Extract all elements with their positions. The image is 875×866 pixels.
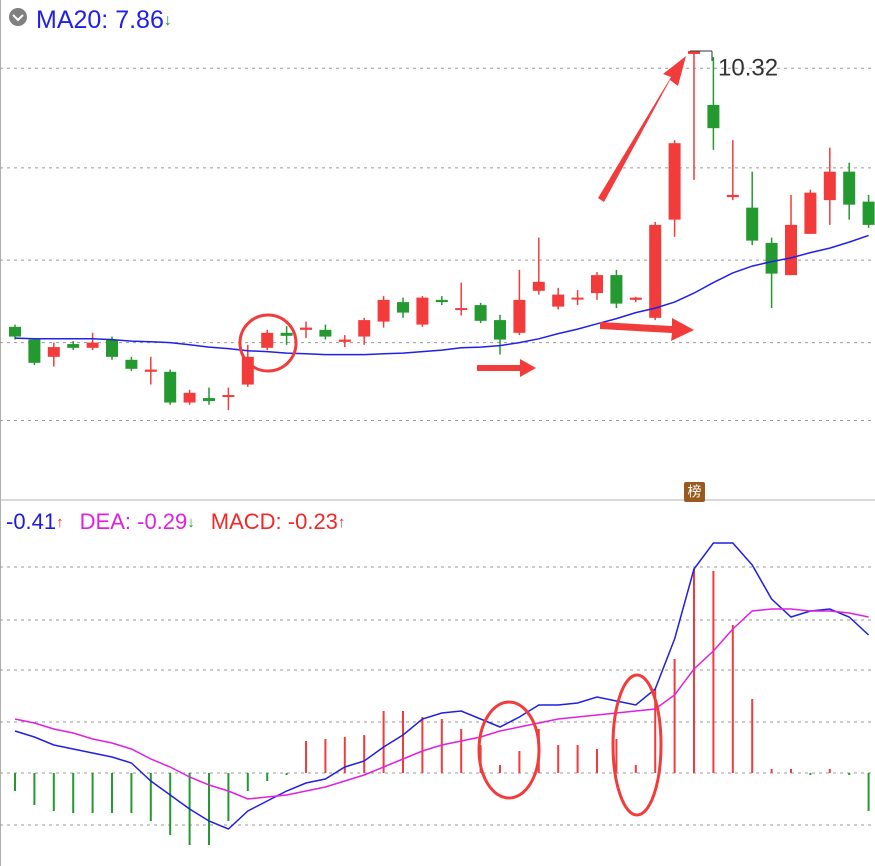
candle-body xyxy=(843,171,856,205)
legend-arrow: ↑ xyxy=(338,514,346,531)
candle-body xyxy=(765,242,778,274)
right-arrow xyxy=(477,359,536,377)
candle-body xyxy=(435,299,448,303)
candle-body xyxy=(144,369,157,372)
candle-body xyxy=(280,332,293,336)
legend-arrow: ↓ xyxy=(187,514,195,531)
high-label: 10.32 xyxy=(718,54,778,81)
price-panel: 10.32 xyxy=(0,50,875,422)
candle-body xyxy=(804,192,817,234)
badge[interactable]: 榜 xyxy=(688,484,702,500)
highlight-ellipse xyxy=(477,700,541,800)
candle-body xyxy=(571,297,584,300)
candle-body xyxy=(106,339,118,357)
right-arrow xyxy=(600,318,694,341)
candle-body xyxy=(688,50,700,54)
legend-arrow: ↑ xyxy=(56,514,64,531)
candle-body xyxy=(261,332,274,348)
candle-body xyxy=(86,342,99,348)
macd-legend-text: MACD: -0.23 xyxy=(211,509,338,534)
candle-body xyxy=(28,339,41,363)
candle-body xyxy=(823,171,836,201)
candle-body xyxy=(591,275,603,294)
candle-body xyxy=(610,275,623,304)
candle-body xyxy=(707,104,720,129)
macd-panel xyxy=(0,542,875,845)
ma-legend-text: MA20: 7.86 xyxy=(36,6,164,34)
highlight-ellipse xyxy=(611,673,663,817)
ma-legend-arrow: ↓ xyxy=(164,12,172,29)
ma-line xyxy=(14,234,869,356)
highlight-circle xyxy=(238,313,298,373)
candle-body xyxy=(67,344,80,348)
macd-line xyxy=(14,542,870,830)
candle-body xyxy=(9,326,21,337)
macd-line xyxy=(14,608,869,800)
candle-body xyxy=(455,308,468,311)
candle-body xyxy=(552,294,565,307)
candle-body xyxy=(629,297,642,300)
candle-body xyxy=(474,305,487,321)
candle-body xyxy=(785,224,797,276)
candle-body xyxy=(358,320,371,337)
candle-body xyxy=(726,194,739,198)
candle-body xyxy=(47,347,60,357)
candle-body xyxy=(319,329,332,337)
badge-bg[interactable] xyxy=(684,482,705,502)
macd-legend: -0.41↑ DEA: -0.29↓ MACD: -0.23↑ xyxy=(6,509,345,534)
up-arrow xyxy=(598,56,686,202)
candle-body xyxy=(203,398,215,402)
candle-body xyxy=(300,327,312,330)
candle-body xyxy=(746,207,759,241)
candle-body xyxy=(494,320,506,340)
candle-body xyxy=(377,299,390,322)
candle-body xyxy=(416,297,429,325)
ma-legend: MA20: 7.86↓ xyxy=(36,6,172,34)
candle-body xyxy=(222,395,235,398)
chevron xyxy=(12,14,24,22)
candle-body xyxy=(338,339,351,342)
annotations xyxy=(238,56,694,817)
candle-body xyxy=(649,224,662,318)
candle-body xyxy=(125,359,138,369)
collapse-icon[interactable] xyxy=(9,8,27,26)
candle-body xyxy=(668,143,681,220)
candle-body xyxy=(397,302,409,313)
candle-body xyxy=(513,299,526,333)
candle-body xyxy=(532,281,545,291)
dif-legend: -0.41 xyxy=(6,509,56,534)
candle-body xyxy=(862,201,875,225)
candle-body xyxy=(183,392,196,403)
candle-body xyxy=(164,371,177,403)
dea-legend: DEA: -0.29 xyxy=(80,509,188,534)
